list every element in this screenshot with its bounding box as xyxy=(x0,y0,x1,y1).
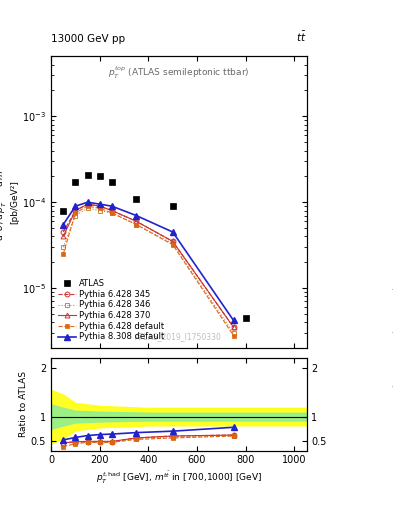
Pythia 6.428 346 xyxy=(110,210,114,216)
Y-axis label: $\mathrm{d}^2\sigma\,/\,\mathrm{d}\,p_T^{t,\mathrm{had}}\,\mathrm{d}\,m^{t\bar{t: $\mathrm{d}^2\sigma\,/\,\mathrm{d}\,p_T^… xyxy=(0,163,19,241)
Text: ATLAS_2019_I1750330: ATLAS_2019_I1750330 xyxy=(135,332,222,342)
Pythia 6.428 370 xyxy=(73,207,78,214)
Pythia 6.428 345 xyxy=(85,201,90,207)
Pythia 8.308 default xyxy=(97,201,102,207)
Pythia 6.428 345 xyxy=(134,218,139,224)
Y-axis label: Ratio to ATLAS: Ratio to ATLAS xyxy=(19,372,28,437)
Pythia 6.428 default xyxy=(231,332,236,338)
ATLAS xyxy=(134,196,139,202)
Pythia 8.308 default xyxy=(110,203,114,209)
Pythia 6.428 345 xyxy=(171,238,175,244)
Pythia 6.428 default xyxy=(61,251,66,257)
Pythia 6.428 370 xyxy=(134,218,139,224)
Pythia 8.308 default xyxy=(171,229,175,235)
Pythia 6.428 default xyxy=(110,210,114,216)
Pythia 6.428 346 xyxy=(171,241,175,247)
ATLAS xyxy=(61,207,66,214)
Pythia 6.428 default xyxy=(85,203,90,209)
Pythia 8.308 default xyxy=(73,203,78,209)
Pythia 6.428 370 xyxy=(61,233,66,240)
Pythia 6.428 346 xyxy=(61,244,66,250)
Pythia 6.428 default xyxy=(134,222,139,228)
Pythia 6.428 default xyxy=(97,205,102,211)
Pythia 6.428 345 xyxy=(231,324,236,330)
Pythia 6.428 370 xyxy=(231,324,236,330)
ATLAS xyxy=(171,203,175,209)
ATLAS xyxy=(243,315,248,321)
Pythia 6.428 370 xyxy=(110,207,114,214)
Pythia 8.308 default xyxy=(231,317,236,324)
Line: Pythia 6.428 370: Pythia 6.428 370 xyxy=(61,202,236,330)
X-axis label: $p_T^{t,\mathrm{had}}$ [GeV], $m^{t\bar{t}}$ in [700,1000] [GeV]: $p_T^{t,\mathrm{had}}$ [GeV], $m^{t\bar{… xyxy=(95,470,262,486)
Pythia 6.428 default xyxy=(171,242,175,248)
Pythia 6.428 370 xyxy=(97,203,102,209)
Pythia 6.428 346 xyxy=(231,330,236,336)
Text: $t\bar{t}$: $t\bar{t}$ xyxy=(296,29,307,44)
Line: Pythia 8.308 default: Pythia 8.308 default xyxy=(60,199,237,324)
ATLAS xyxy=(110,179,114,185)
Text: 13000 GeV pp: 13000 GeV pp xyxy=(51,33,125,44)
Legend: ATLAS, Pythia 6.428 345, Pythia 6.428 346, Pythia 6.428 370, Pythia 6.428 defaul: ATLAS, Pythia 6.428 345, Pythia 6.428 34… xyxy=(55,276,167,344)
Pythia 6.428 346 xyxy=(85,205,90,211)
Pythia 6.428 370 xyxy=(171,238,175,244)
Pythia 8.308 default xyxy=(61,222,66,228)
Text: $p_T^{top}$ (ATLAS semileptonic ttbar): $p_T^{top}$ (ATLAS semileptonic ttbar) xyxy=(108,65,250,81)
Pythia 6.428 346 xyxy=(97,207,102,214)
Text: mcplots.cern.ch [arXiv:1306.3436]: mcplots.cern.ch [arXiv:1306.3436] xyxy=(391,279,393,387)
Text: Rivet 3.1.10, ≥ 2.8M events: Rivet 3.1.10, ≥ 2.8M events xyxy=(391,110,393,197)
Line: Pythia 6.428 default: Pythia 6.428 default xyxy=(61,204,236,338)
Pythia 6.428 346 xyxy=(73,212,78,219)
Pythia 6.428 345 xyxy=(97,203,102,209)
Line: Pythia 6.428 346: Pythia 6.428 346 xyxy=(61,206,236,335)
Line: ATLAS: ATLAS xyxy=(60,172,249,321)
ATLAS xyxy=(85,172,90,178)
Pythia 6.428 345 xyxy=(61,229,66,235)
Line: Pythia 6.428 345: Pythia 6.428 345 xyxy=(61,202,236,330)
ATLAS xyxy=(73,179,78,185)
Pythia 6.428 370 xyxy=(85,201,90,207)
ATLAS xyxy=(97,174,102,180)
Pythia 6.428 345 xyxy=(73,207,78,214)
Pythia 8.308 default xyxy=(134,212,139,219)
Pythia 6.428 346 xyxy=(134,222,139,228)
Pythia 8.308 default xyxy=(85,199,90,205)
Pythia 6.428 default xyxy=(73,210,78,216)
Pythia 6.428 345 xyxy=(110,207,114,214)
